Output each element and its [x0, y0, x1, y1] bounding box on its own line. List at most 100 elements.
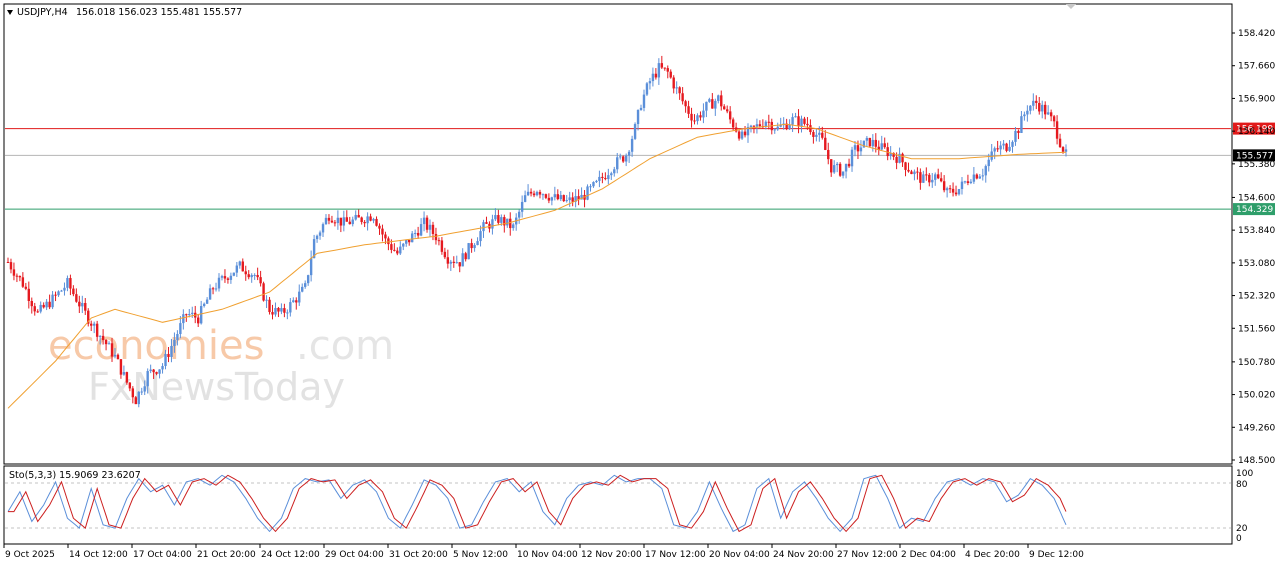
candle	[250, 273, 253, 283]
stoch-level-20-label: 20	[1236, 524, 1248, 534]
stoch-level-100-label: 100	[1236, 469, 1253, 479]
indicator-panel-frame	[3, 465, 1233, 545]
candle	[996, 140, 999, 152]
resistance-label: 156.199	[1236, 125, 1273, 135]
candle	[402, 242, 405, 251]
candle	[922, 170, 925, 183]
candle	[277, 306, 280, 318]
candle	[134, 395, 137, 405]
collapse-triangle-icon[interactable]	[7, 10, 13, 15]
candle	[283, 303, 286, 318]
candle	[663, 67, 666, 71]
candle	[726, 105, 729, 114]
candle	[651, 67, 655, 87]
candle	[699, 111, 702, 121]
x-tick-label: 9 Dec 12:00	[1029, 550, 1084, 560]
candle	[143, 380, 146, 396]
x-tick-label: 24 Nov 20:00	[773, 550, 834, 560]
candle	[413, 229, 417, 238]
candle	[345, 210, 348, 222]
candle	[113, 348, 117, 359]
candle	[562, 194, 565, 203]
y-tick-label: 156.900	[1238, 94, 1275, 104]
candle	[419, 218, 423, 237]
stoch-level-80-label: 80	[1236, 480, 1248, 490]
x-tick-label: 20 Nov 04:00	[709, 550, 770, 560]
candle	[957, 188, 961, 196]
candle	[75, 288, 78, 303]
candle	[452, 256, 455, 268]
candle	[464, 251, 467, 262]
candle	[366, 212, 369, 231]
candle	[6, 257, 10, 264]
candle	[1026, 105, 1029, 122]
candle	[473, 243, 476, 252]
candle	[176, 330, 179, 346]
candle	[607, 168, 610, 185]
x-tick-label: 10 Nov 04:00	[517, 550, 578, 560]
candle	[919, 168, 922, 190]
candle	[553, 186, 557, 201]
candle	[271, 304, 274, 320]
candle	[167, 346, 170, 363]
candle	[369, 213, 372, 222]
x-tick-label: 31 Oct 20:00	[389, 550, 448, 560]
main-plot	[5, 55, 1231, 409]
candle	[214, 282, 218, 292]
candle	[292, 297, 295, 303]
candle	[51, 291, 54, 310]
candle	[939, 172, 943, 183]
candle	[684, 99, 687, 113]
candle	[904, 161, 907, 177]
y-tick-label: 150.020	[1238, 391, 1275, 401]
candle	[289, 298, 292, 317]
stochastic-plot	[5, 474, 1231, 533]
candle	[975, 173, 979, 180]
candle	[1014, 127, 1017, 146]
candle	[565, 195, 568, 203]
candle	[131, 386, 135, 404]
candle	[262, 281, 265, 302]
candle	[574, 189, 577, 208]
candle	[705, 101, 708, 118]
candle	[648, 77, 652, 90]
candle	[740, 128, 744, 140]
candle	[179, 316, 182, 339]
candle	[743, 125, 747, 138]
support-label-bg	[1233, 203, 1275, 216]
candle	[63, 282, 66, 296]
price-level-labels: 156.199 155.577 154.329	[1233, 122, 1275, 216]
candle	[636, 109, 640, 131]
candle	[449, 259, 453, 272]
candle	[538, 189, 542, 199]
candle	[259, 270, 262, 287]
candle	[333, 219, 337, 227]
y-tick-label: 148.500	[1238, 456, 1275, 466]
candle	[54, 291, 57, 302]
x-tick-label: 12 Nov 20:00	[581, 550, 642, 560]
candle	[978, 173, 982, 179]
candle	[853, 140, 857, 157]
x-tick-label: 24 Oct 12:00	[261, 550, 320, 560]
candle	[523, 190, 527, 203]
candle	[27, 281, 31, 309]
candle	[57, 290, 60, 297]
candle	[1046, 105, 1050, 116]
candle	[110, 337, 114, 362]
candle	[309, 250, 313, 282]
candle	[847, 158, 851, 168]
scroll-marker-icon[interactable]	[1066, 4, 1076, 9]
candle	[779, 117, 782, 128]
candle	[315, 234, 319, 243]
y-tick-label: 155.380	[1238, 160, 1275, 170]
candle	[604, 172, 607, 181]
x-axis: 9 Oct 2025 14 Oct 12:00 17 Oct 04:00 21 Oct…	[3, 544, 1084, 560]
x-tick-label: 14 Oct 12:00	[69, 550, 128, 560]
candle	[1038, 96, 1041, 115]
candle	[547, 193, 551, 204]
candle	[12, 262, 16, 281]
candle	[624, 153, 628, 167]
candle	[901, 152, 904, 167]
candle	[410, 230, 414, 243]
candle	[149, 364, 152, 374]
